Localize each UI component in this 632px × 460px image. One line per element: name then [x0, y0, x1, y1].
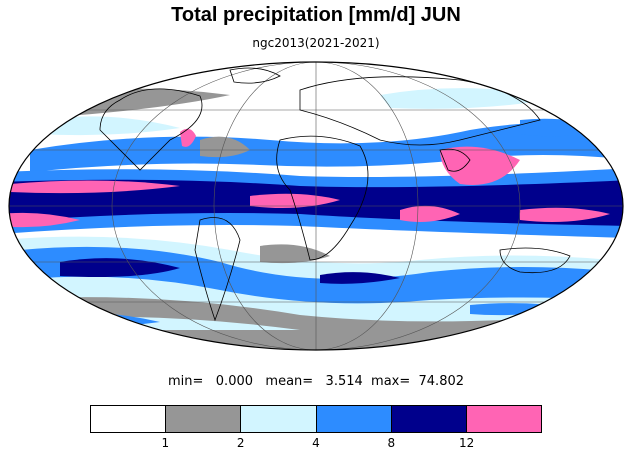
colorbar-box-4: [390, 406, 466, 432]
colorbar-tick-label: 12: [459, 436, 475, 450]
colorbar-tick-label: 4: [312, 436, 320, 450]
colorbar-tick-label: 8: [387, 436, 396, 450]
colorbar-tick-label: 1: [161, 436, 170, 450]
map-title: Total precipitation [mm/d] JUN: [171, 4, 461, 26]
colorbar-tick-label: 2: [236, 436, 245, 450]
colorbar-box-2: [240, 406, 316, 432]
stats-summary: min= 0.000 mean= 3.514 max= 74.802: [167, 374, 465, 389]
colorbar-box-5: [465, 406, 542, 432]
colorbar-box-1: [165, 406, 241, 432]
land-dry-patches: [200, 136, 330, 264]
colorbar: [90, 405, 542, 433]
coastlines: [99, 67, 571, 322]
graticule: [9, 62, 623, 350]
globe-outline: [8, 61, 624, 351]
map-subtitle: ngc2013(2021-2021): [252, 36, 380, 50]
colorbar-labels: 1 2 4 8 12: [0, 436, 632, 454]
colorbar-box-3: [315, 406, 391, 432]
colorbar-box-0: [91, 406, 166, 432]
